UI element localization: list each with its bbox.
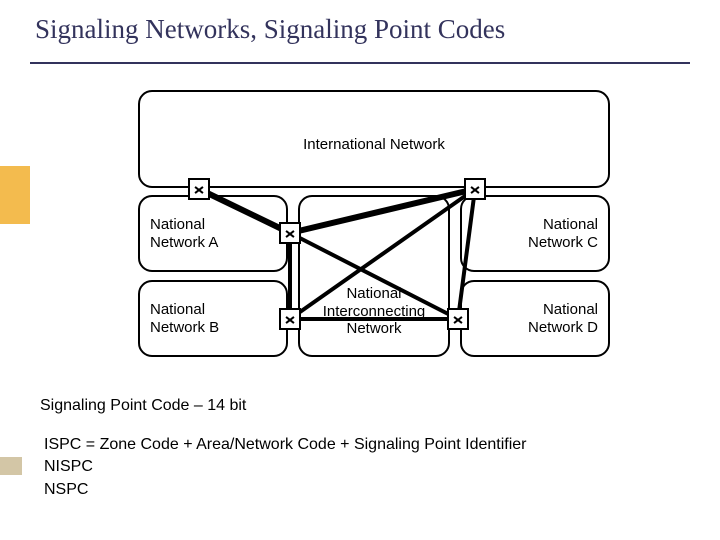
network-diagram: International Network National Network A… xyxy=(134,90,614,390)
page-title: Signaling Networks, Signaling Point Code… xyxy=(35,14,505,45)
accent-block-lower xyxy=(0,457,22,475)
node-1 xyxy=(188,178,210,200)
title-underline xyxy=(30,62,690,64)
accent-block xyxy=(0,166,30,224)
caption-spc-text: Signaling Point Code – 14 bit xyxy=(40,397,246,414)
caption-ispc-block: ISPC = Zone Code + Area/Network Code + S… xyxy=(44,434,527,501)
caption-nispc: NISPC xyxy=(44,456,527,478)
caption-spc: Signaling Point Code – 14 bit xyxy=(40,395,246,417)
node-2 xyxy=(464,178,486,200)
node-4 xyxy=(279,308,301,330)
diagram-edges xyxy=(134,90,614,390)
node-5 xyxy=(447,308,469,330)
slide: Signaling Networks, Signaling Point Code… xyxy=(0,0,720,540)
caption-nspc: NSPC xyxy=(44,479,527,501)
caption-ispc: ISPC = Zone Code + Area/Network Code + S… xyxy=(44,434,527,456)
node-3 xyxy=(279,222,301,244)
